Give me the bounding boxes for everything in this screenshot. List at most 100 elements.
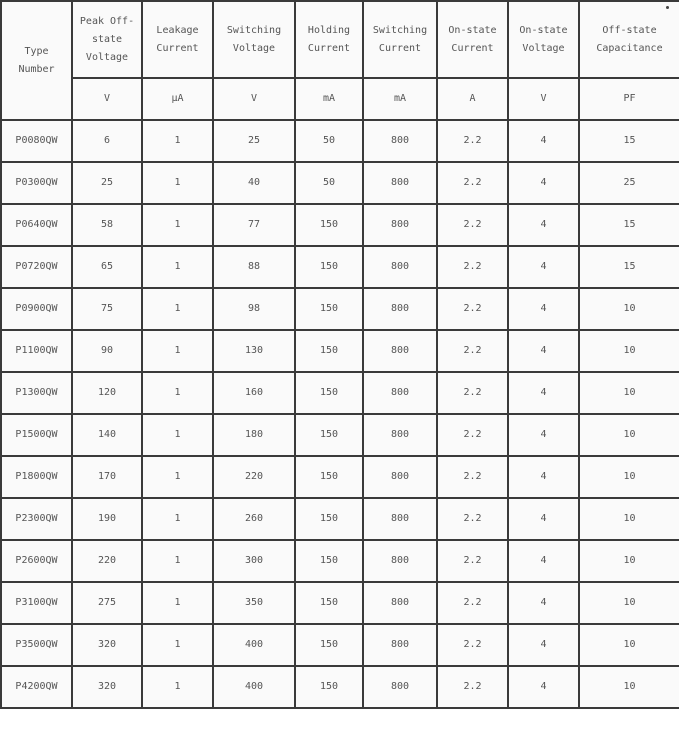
table-cell: 800 [362,287,438,331]
table-cell: 150 [294,413,364,457]
table-cell: 2.2 [436,245,509,289]
table-row: P0720QW 65 1 88 150 800 2.2 4 15 [0,245,679,289]
table-cell: 2.2 [436,413,509,457]
table-cell: 260 [212,497,296,541]
table-cell: 150 [294,539,364,583]
table-cell: 4 [507,497,580,541]
type-number-cell: P1100QW [0,329,73,373]
table-cell: 15 [578,245,679,289]
table-cell: 1 [141,581,214,625]
table-cell: 150 [294,581,364,625]
table-cell: 50 [294,119,364,163]
header-off-state-capacitance: Off-state Capacitance [578,0,679,79]
table-cell: 300 [212,539,296,583]
table-cell: 2.2 [436,539,509,583]
table-cell: 10 [578,623,679,667]
table-cell: 4 [507,329,580,373]
table-cell: 1 [141,539,214,583]
table-cell: 150 [294,203,364,247]
table-row: P1800QW 170 1 220 150 800 2.2 4 10 [0,455,679,499]
table-cell: 2.2 [436,161,509,205]
type-number-cell: P4200QW [0,665,73,709]
table-cell: 800 [362,203,438,247]
table-cell: 800 [362,329,438,373]
table-cell: 800 [362,371,438,415]
type-number-cell: P0300QW [0,161,73,205]
table-cell: 170 [71,455,143,499]
type-number-cell: P1500QW [0,413,73,457]
table-cell: 75 [71,287,143,331]
type-number-cell: P0900QW [0,287,73,331]
header-row: Type Number Peak Off-state Voltage Leaka… [0,0,679,121]
table-cell: 90 [71,329,143,373]
table-row: P0300QW 25 1 40 50 800 2.2 4 25 [0,161,679,205]
unit-cell: A [436,77,509,121]
type-number-cell: P0080QW [0,119,73,163]
table-cell: 150 [294,245,364,289]
table-cell: 800 [362,245,438,289]
header-peak-off-state-voltage: Peak Off-state Voltage [71,0,143,79]
table-cell: 10 [578,497,679,541]
table-cell: 150 [294,287,364,331]
table-cell: 2.2 [436,119,509,163]
type-number-cell: P2300QW [0,497,73,541]
table-cell: 1 [141,329,214,373]
table-cell: 4 [507,245,580,289]
table-cell: 10 [578,455,679,499]
table-row: P0900QW 75 1 98 150 800 2.2 4 10 [0,287,679,331]
unit-cell: μA [141,77,214,121]
table-cell: 800 [362,497,438,541]
table-cell: 10 [578,665,679,709]
type-number-cell: P2600QW [0,539,73,583]
units-row: V μA V mA mA A V PF [1,77,679,121]
type-number-cell: P3100QW [0,581,73,625]
unit-cell: mA [294,77,364,121]
table-cell: 88 [212,245,296,289]
table-cell: 1 [141,665,214,709]
table-cell: 1 [141,161,214,205]
table-cell: 800 [362,413,438,457]
unit-cell: mA [362,77,438,121]
table-cell: 10 [578,413,679,457]
table-cell: 4 [507,539,580,583]
table-row: P4200QW 320 1 400 150 800 2.2 4 10 [0,665,679,709]
unit-cell: V [212,77,296,121]
table-cell: 2.2 [436,455,509,499]
table-cell: 10 [578,581,679,625]
table-cell: 1 [141,497,214,541]
unit-cell: PF [578,77,679,121]
table-cell: 4 [507,119,580,163]
table-cell: 58 [71,203,143,247]
table-cell: 800 [362,119,438,163]
table-cell: 130 [212,329,296,373]
table-row: P3500QW 320 1 400 150 800 2.2 4 10 [0,623,679,667]
table-cell: 77 [212,203,296,247]
table-cell: 150 [294,371,364,415]
table-cell: 1 [141,203,214,247]
table-cell: 10 [578,329,679,373]
table-row: P3100QW 275 1 350 150 800 2.2 4 10 [0,581,679,625]
table-cell: 4 [507,161,580,205]
header-holding-current: Holding Current [294,0,364,79]
table-cell: 4 [507,287,580,331]
table-cell: 1 [141,623,214,667]
table-cell: 4 [507,371,580,415]
table-cell: 800 [362,581,438,625]
table-cell: 10 [578,287,679,331]
table-cell: 1 [141,455,214,499]
table-cell: 65 [71,245,143,289]
table-cell: 25 [71,161,143,205]
table-cell: 180 [212,413,296,457]
table-cell: 220 [71,539,143,583]
table-cell: 2.2 [436,287,509,331]
table-row: P1500QW 140 1 180 150 800 2.2 4 10 [0,413,679,457]
table-cell: 15 [578,119,679,163]
dot-marker [666,6,669,9]
table-cell: 50 [294,161,364,205]
table-cell: 150 [294,329,364,373]
table-cell: 800 [362,161,438,205]
table-cell: 25 [212,119,296,163]
header-switching-current: Switching Current [362,0,438,79]
table-row: P1100QW 90 1 130 150 800 2.2 4 10 [0,329,679,373]
table-cell: 150 [294,455,364,499]
